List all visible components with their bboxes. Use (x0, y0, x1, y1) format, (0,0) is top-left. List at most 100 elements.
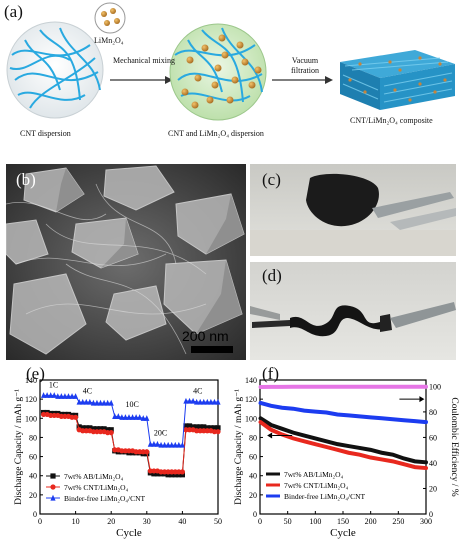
data-point (197, 424, 203, 430)
y-tick-label: 100 (245, 414, 257, 423)
series-line (258, 400, 428, 425)
series-line (43, 413, 218, 473)
legend-label: 7wt% CNT/LiMn₂O₄ (64, 483, 129, 492)
sem-image (6, 164, 246, 360)
x-tick-label: 50 (214, 517, 222, 526)
x-tick-label: 0 (38, 517, 42, 526)
flexible-film-photo-flat (250, 164, 456, 256)
data-point (215, 429, 221, 435)
data-point (87, 398, 93, 405)
data-point (194, 428, 200, 434)
data-point (197, 398, 203, 405)
step-filtration-label-2: filtration (291, 66, 319, 75)
y-axis-label: Discharge Capacity / mAh g⁻¹ (14, 389, 24, 505)
rate-annotation: 1C (49, 381, 58, 390)
data-point (151, 440, 157, 447)
data-point (48, 412, 54, 419)
data-point (190, 424, 196, 430)
data-point (208, 425, 214, 431)
limn2o4-label: LiMn₂O₄ (94, 36, 124, 45)
data-point (90, 399, 96, 406)
data-point (83, 425, 89, 431)
x-tick-label: 30 (143, 517, 151, 526)
data-point (197, 428, 203, 434)
x-tick-label: 200 (365, 517, 377, 526)
data-point (201, 398, 207, 405)
series-line (43, 412, 218, 476)
data-point (126, 414, 132, 420)
data-point (73, 393, 79, 399)
data-point (151, 471, 157, 477)
data-point (51, 392, 57, 398)
caption-cnt-dispersion: CNT dispersion (20, 129, 71, 138)
left-axis-arrowhead (267, 432, 273, 439)
series (40, 392, 221, 448)
x-tick-label: 20 (107, 517, 115, 526)
data-point (94, 429, 100, 435)
data-point (122, 448, 129, 454)
legend-label: 7wt% AB/LiMn₂O₄ (284, 470, 344, 479)
data-point (137, 414, 143, 420)
data-point (204, 398, 210, 405)
data-point (51, 412, 57, 419)
data-point (73, 414, 79, 420)
cnt-dispersion-sphere (6, 21, 104, 119)
data-point (201, 424, 207, 430)
data-point (211, 398, 218, 405)
data-point (194, 398, 200, 405)
data-point (201, 428, 207, 434)
data-point (126, 448, 132, 454)
legend-marker (50, 484, 56, 490)
y-axis-label: Discharge Capacity / mAh g⁻¹ (234, 389, 244, 505)
panel-c-label: (c) (262, 170, 281, 189)
data-point (190, 397, 196, 404)
data-point (186, 427, 193, 433)
data-point (165, 472, 171, 478)
x-tick-label: 250 (392, 517, 404, 526)
y-tick-label: 80 (249, 433, 257, 442)
data-point (151, 468, 157, 474)
data-point (215, 425, 221, 431)
y-tick-label: 40 (249, 472, 257, 481)
data-point (169, 441, 175, 448)
data-point (69, 414, 75, 420)
data-point (183, 423, 189, 429)
cnt-limn2o4-dispersion-sphere (169, 23, 267, 121)
x-tick-label: 300 (420, 517, 432, 526)
data-point (115, 413, 121, 419)
legend-label: Binder-free LiMn₂O₄/CNT (64, 494, 146, 503)
x-tick-label: 0 (258, 517, 262, 526)
data-point (76, 424, 82, 430)
data-point (97, 399, 104, 406)
panel-f-label: (f) (262, 364, 279, 383)
data-point (204, 428, 210, 434)
x-tick-label: 150 (337, 517, 349, 526)
data-point (83, 428, 89, 434)
data-point (154, 440, 161, 447)
data-point (101, 426, 107, 432)
data-point (186, 423, 193, 429)
series (258, 420, 428, 471)
data-point (94, 426, 100, 432)
y-tick-label: 0 (253, 510, 257, 519)
data-point (165, 441, 171, 448)
data-point (58, 393, 64, 399)
data-point (97, 429, 104, 435)
data-point (80, 398, 86, 405)
data-point (140, 449, 146, 455)
rate-capability-chart: 0 10 20 30 40 50 0 20 40 60 80 100 120 140 Cycle Discha… (14, 376, 222, 539)
data-point (183, 427, 189, 433)
data-point (119, 414, 125, 420)
data-point (55, 393, 61, 399)
y-right-tick-label: 60 (429, 433, 437, 442)
data-point (48, 392, 54, 398)
data-point (176, 472, 182, 478)
y-tick-label: 120 (245, 395, 257, 404)
data-point (105, 399, 111, 406)
data-point (176, 469, 182, 475)
x-tick-label: 40 (178, 517, 186, 526)
data-point (211, 425, 218, 431)
x-tick-label: 100 (309, 517, 321, 526)
limn2o4-particles-bubble (94, 2, 126, 34)
data-point (169, 472, 175, 478)
